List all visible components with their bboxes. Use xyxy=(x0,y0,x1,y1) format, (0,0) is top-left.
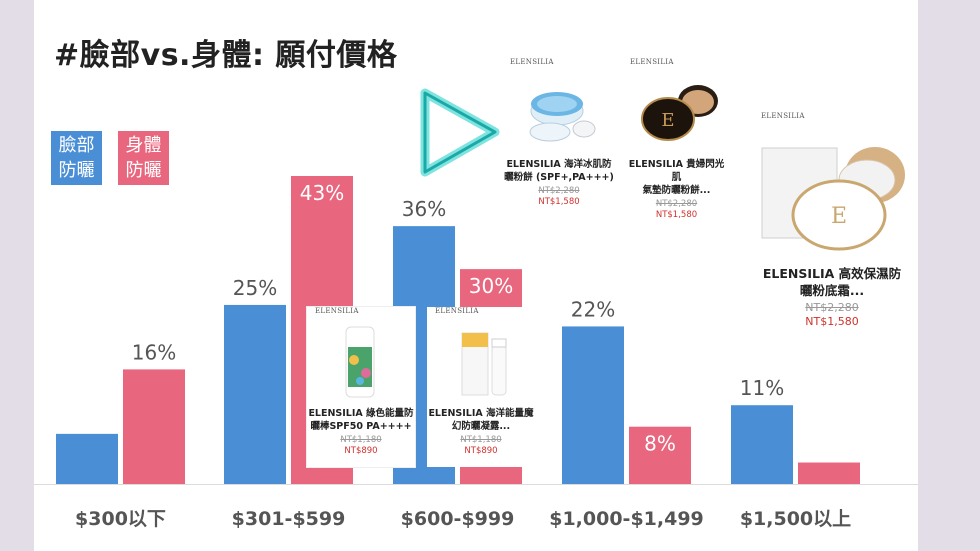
page-title: #臉部vs.身體: 願付價格 xyxy=(54,38,398,73)
product-card[interactable]: ELENSILIA ELENSILIA 海洋冰肌防 曬粉餅 (SPF+,PA++… xyxy=(504,58,614,218)
bar-body-5 xyxy=(798,462,860,484)
legend-face-line1: 臉部 xyxy=(58,135,95,156)
product-name: ELENSILIA 高效保濕防 xyxy=(762,266,902,281)
bar-face-5 xyxy=(731,405,793,484)
bar-face-1 xyxy=(56,433,118,484)
legend-body-line2: 防曬 xyxy=(125,160,162,181)
bar-chart: 16% $300以下 25% 43% $301-$599 36% 30% $600-$999 2… xyxy=(34,176,918,530)
product-new-price: NT$1,580 xyxy=(538,197,580,207)
product-old-price: NT$1,180 xyxy=(460,435,502,445)
product-old-price: NT$2,280 xyxy=(805,301,859,314)
product-new-price: NT$890 xyxy=(344,446,378,456)
product-card[interactable]: ELENSILIA ELENSILIA 海洋能量魔 幻防曬凝露... NT$1,… xyxy=(427,307,535,467)
data-label: 22% xyxy=(571,297,615,321)
category-label: $600-$999 xyxy=(401,508,515,530)
product-image xyxy=(314,315,409,407)
product-old-price: NT$1,180 xyxy=(340,435,382,445)
data-label: 36% xyxy=(402,197,446,221)
product-brand: ELENSILIA xyxy=(630,58,674,66)
product-name: 曬粉餅 (SPF+,PA+++) xyxy=(504,172,614,183)
product-name: 幻防曬凝露... xyxy=(451,421,511,432)
product-old-price: NT$2,280 xyxy=(538,186,580,196)
product-new-price: NT$890 xyxy=(464,446,498,456)
bar-body-1 xyxy=(123,369,185,484)
svg-text:E: E xyxy=(831,204,847,229)
data-label: 43% xyxy=(300,181,344,205)
product-name: 曬粉底霜... xyxy=(799,283,865,298)
data-label: 30% xyxy=(469,274,513,298)
product-name: ELENSILIA 海洋能量魔 xyxy=(428,408,534,419)
product-image: E xyxy=(632,66,722,158)
product-brand: ELENSILIA xyxy=(510,58,554,66)
product-card[interactable]: ELENSILIA E ELENSILIA 貴婦閃光肌 氣墊防曬粉餅... NT… xyxy=(624,58,729,220)
product-brand: ELENSILIA xyxy=(761,112,805,120)
category-label: $1,000-$1,499 xyxy=(549,508,704,530)
category-label: $1,500以上 xyxy=(740,508,851,530)
data-label: 16% xyxy=(132,340,176,364)
product-brand: ELENSILIA xyxy=(435,307,479,315)
play-icon[interactable] xyxy=(417,85,507,180)
product-image xyxy=(434,315,529,407)
legend-body-line1: 身體 xyxy=(125,135,162,156)
svg-text:E: E xyxy=(661,110,674,131)
product-name: 氣墊防曬粉餅... xyxy=(642,185,711,196)
product-name: 曬棒SPF50 PA++++ xyxy=(310,421,412,432)
bar-face-4 xyxy=(562,326,624,484)
product-name: ELENSILIA 綠色能量防 xyxy=(308,408,414,419)
slide: #臉部vs.身體: 願付價格 臉部 防曬 身體 防曬 16% $300以下 25% 4… xyxy=(34,0,918,551)
product-card[interactable]: ELENSILIA E ELENSILIA 高效保濕防 曬粉底霜... NT$2… xyxy=(757,112,907,352)
product-brand: ELENSILIA xyxy=(315,307,359,315)
data-label: 25% xyxy=(233,276,277,300)
legend-face: 臉部 防曬 xyxy=(51,131,102,185)
product-old-price: NT$2,280 xyxy=(655,199,698,209)
category-label: $300以下 xyxy=(75,508,166,530)
product-new-price: NT$1,580 xyxy=(655,210,698,220)
legend-face-line2: 防曬 xyxy=(58,160,95,181)
product-card[interactable]: ELENSILIA ELENSILIA 綠色能量防 曬棒SPF50 PA++++… xyxy=(307,307,415,467)
data-label: 8% xyxy=(644,432,676,456)
product-name: ELENSILIA 貴婦閃光肌 xyxy=(628,159,725,183)
bar-body-4 xyxy=(629,426,691,484)
product-name: ELENSILIA 海洋冰肌防 xyxy=(506,159,612,170)
product-image: E xyxy=(757,120,907,265)
data-label: 11% xyxy=(740,376,784,400)
product-new-price: NT$1,580 xyxy=(805,315,859,328)
product-image xyxy=(514,66,604,158)
category-label: $301-$599 xyxy=(232,508,346,530)
legend-body: 身體 防曬 xyxy=(118,131,169,185)
bar-face-2 xyxy=(224,304,286,484)
